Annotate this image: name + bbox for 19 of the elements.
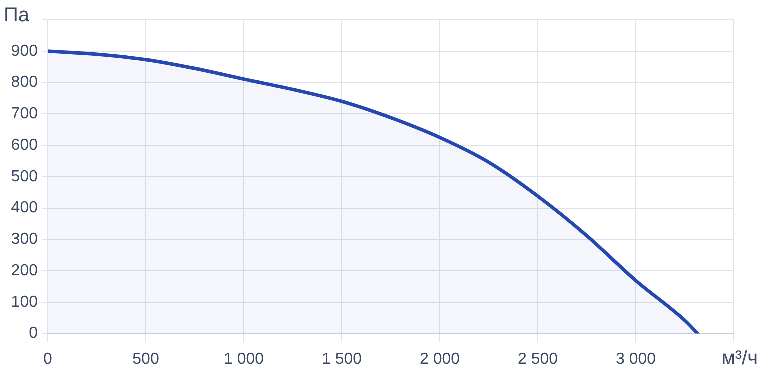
- y-tick-label: 100: [11, 294, 38, 311]
- y-tick-label: 200: [11, 262, 38, 280]
- y-tick-label: 900: [11, 42, 38, 60]
- y-tick-label: 300: [11, 231, 38, 248]
- y-tick-label: 800: [11, 74, 38, 92]
- x-axis-title: м³/ч: [722, 347, 758, 370]
- y-tick-label: 700: [11, 106, 38, 123]
- x-tick-label: 500: [132, 350, 160, 368]
- x-tick-label: 2 000: [420, 350, 460, 368]
- x-tick-label: 0: [44, 350, 53, 368]
- y-tick-label: 0: [29, 325, 38, 342]
- y-axis-title: Па: [4, 4, 30, 27]
- x-tick-label: 2 500: [518, 350, 558, 368]
- x-tick-label: 3 000: [616, 350, 656, 368]
- y-tick-label: 600: [11, 136, 38, 154]
- x-tick-label: 1 000: [224, 350, 264, 368]
- y-tick-label: 400: [11, 200, 38, 217]
- x-tick-label: 1 500: [322, 350, 362, 368]
- y-tick-label: 500: [11, 168, 38, 186]
